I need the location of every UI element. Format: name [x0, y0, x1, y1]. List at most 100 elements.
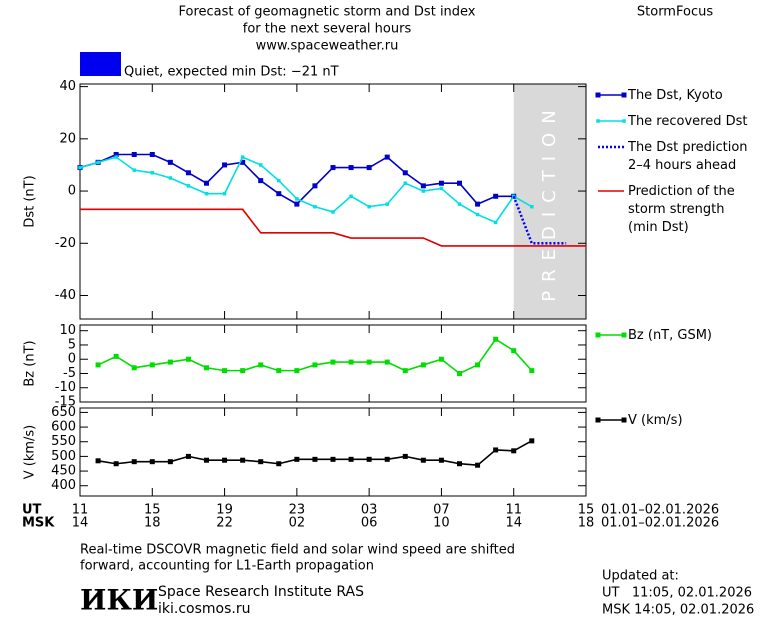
data-point	[95, 458, 101, 464]
y-tick-label: -5	[63, 366, 76, 381]
x-tick-label: 19	[216, 503, 233, 518]
data-point	[149, 362, 155, 368]
footer-note: Real-time DSCOVR magnetic field and sola…	[80, 543, 515, 558]
x-tick-label: 06	[361, 516, 378, 531]
y-tick-label: 450	[51, 464, 76, 479]
data-point	[438, 180, 444, 186]
title-line: www.spaceweather.ru	[256, 39, 399, 54]
data-point	[294, 456, 300, 462]
data-point	[348, 456, 354, 462]
data-point	[457, 180, 462, 186]
data-point	[185, 170, 191, 176]
prediction-region	[513, 84, 586, 319]
data-point	[402, 453, 408, 459]
data-point	[475, 462, 481, 468]
y-tick-label: 40	[59, 79, 76, 94]
msk-label: MSK	[22, 516, 55, 531]
data-point	[204, 191, 209, 196]
data-point	[312, 456, 318, 462]
status-box	[80, 52, 121, 76]
x-tick-label: 07	[433, 503, 450, 518]
data-point	[493, 336, 499, 342]
data-point	[348, 165, 354, 171]
y-tick-label: -20	[55, 236, 76, 251]
data-point	[114, 155, 118, 159]
x-tick-label: 22	[216, 516, 233, 531]
title-line: Forecast of geomagnetic storm and Dst in…	[178, 5, 475, 20]
data-point	[150, 171, 155, 175]
data-point	[204, 457, 209, 463]
x-tick-label: 11	[505, 503, 522, 518]
x-tick-label: 02	[289, 516, 306, 531]
y-tick-label: 20	[59, 131, 76, 146]
data-point	[475, 212, 480, 217]
data-point	[349, 194, 353, 199]
ut-label: UT	[22, 503, 42, 518]
prediction-label: PREDICTION	[539, 101, 560, 301]
y-tick-label: 550	[51, 434, 76, 449]
updated: Updated at:	[602, 569, 679, 584]
data-point	[402, 368, 408, 374]
legend-label: The recovered Dst	[627, 114, 747, 129]
date-range: 01.01–02.01.2026	[601, 516, 719, 531]
x-tick-label: 15	[144, 503, 161, 518]
x-tick-label: 23	[289, 503, 306, 518]
y-tick-label: 400	[51, 478, 76, 493]
data-point	[403, 181, 408, 185]
updated: MSK 14:05, 02.01.2026	[602, 603, 754, 618]
data-point	[475, 362, 481, 368]
data-point	[367, 204, 371, 209]
data-point	[529, 438, 535, 444]
data-point	[204, 365, 209, 371]
data-point	[277, 178, 281, 183]
data-point	[240, 368, 246, 374]
date-range: 01.01–02.01.2026	[601, 503, 719, 518]
data-point	[276, 191, 282, 197]
legend-marker	[595, 332, 601, 338]
data-point	[475, 201, 481, 207]
y-tick-label: 0	[68, 352, 76, 367]
data-point	[222, 457, 228, 463]
data-point	[167, 459, 173, 465]
legend-marker	[622, 119, 626, 123]
data-point	[185, 356, 191, 362]
data-point	[313, 204, 317, 209]
data-point	[186, 184, 191, 188]
data-point	[420, 183, 426, 189]
data-point	[511, 448, 517, 454]
legend-marker	[596, 119, 600, 123]
data-point	[529, 368, 535, 374]
title-line: for the next several hours	[243, 22, 412, 37]
updated: UT 11:05, 02.01.2026	[602, 586, 752, 601]
data-point	[222, 191, 227, 196]
data-point	[222, 162, 228, 168]
legend-marker	[621, 417, 627, 423]
y-tick-label: 10	[59, 323, 76, 338]
data-point	[457, 461, 462, 467]
legend-marker	[621, 332, 627, 338]
data-point	[167, 359, 173, 365]
data-point	[276, 368, 282, 374]
footer-note: forward, accounting for L1-Earth propaga…	[80, 559, 374, 574]
data-point	[113, 353, 119, 359]
data-point	[258, 459, 264, 465]
data-point	[240, 457, 246, 463]
data-point	[420, 362, 426, 368]
legend-label: Bz (nT, GSM)	[628, 328, 712, 343]
x-tick-label: 10	[433, 516, 450, 531]
data-point	[113, 461, 119, 467]
data-point	[348, 359, 354, 365]
data-point	[312, 183, 318, 189]
data-point	[131, 152, 137, 157]
data-point	[331, 210, 335, 214]
y-tick-label: 650	[51, 405, 76, 420]
data-point	[366, 165, 372, 171]
plot-frame	[79, 407, 587, 497]
y-tick-label: 600	[51, 420, 76, 435]
data-point	[384, 154, 390, 160]
data-point	[384, 456, 390, 462]
data-point	[240, 155, 245, 159]
data-point	[384, 359, 390, 365]
data-point	[439, 186, 444, 191]
y-axis-label: Bz (nT)	[23, 340, 38, 386]
